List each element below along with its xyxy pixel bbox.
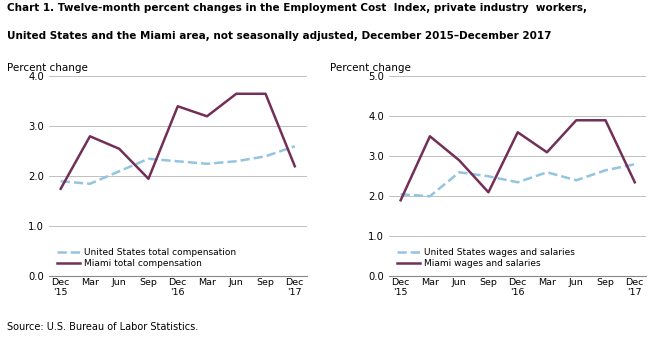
United States total compensation: [116, 169, 123, 173]
Legend: United States wages and salaries, Miami wages and salaries: United States wages and salaries, Miami …: [394, 244, 579, 272]
Miami total compensation: [86, 134, 94, 138]
Text: Percent change: Percent change: [7, 63, 88, 73]
United States total compensation: [291, 144, 298, 148]
Miami wages and salaries: [397, 198, 405, 202]
United States wages and salaries: [455, 170, 463, 174]
Miami total compensation: [144, 177, 152, 181]
Legend: United States total compensation, Miami total compensation: United States total compensation, Miami …: [54, 244, 240, 272]
Line: Miami wages and salaries: Miami wages and salaries: [401, 120, 635, 200]
United States wages and salaries: [397, 192, 405, 196]
Miami total compensation: [232, 92, 240, 96]
Text: Source: U.S. Bureau of Labor Statistics.: Source: U.S. Bureau of Labor Statistics.: [7, 322, 198, 332]
Miami wages and salaries: [485, 190, 492, 194]
United States wages and salaries: [543, 170, 551, 174]
Miami total compensation: [174, 104, 182, 108]
Miami wages and salaries: [455, 158, 463, 162]
United States total compensation: [203, 162, 211, 166]
Line: Miami total compensation: Miami total compensation: [61, 94, 295, 189]
Miami total compensation: [262, 92, 270, 96]
United States total compensation: [232, 159, 240, 163]
Line: United States total compensation: United States total compensation: [61, 146, 295, 184]
Miami wages and salaries: [426, 134, 434, 138]
Miami wages and salaries: [631, 180, 639, 184]
Miami total compensation: [57, 187, 65, 191]
Line: United States wages and salaries: United States wages and salaries: [401, 164, 635, 196]
United States total compensation: [174, 159, 182, 163]
Text: Percent change: Percent change: [330, 63, 411, 73]
United States total compensation: [86, 182, 94, 186]
Miami total compensation: [291, 164, 298, 168]
United States wages and salaries: [601, 168, 609, 172]
Miami wages and salaries: [543, 150, 551, 154]
United States total compensation: [144, 157, 152, 161]
Miami total compensation: [116, 147, 123, 151]
United States wages and salaries: [426, 194, 434, 198]
Miami wages and salaries: [601, 118, 609, 122]
United States wages and salaries: [572, 178, 580, 182]
Miami wages and salaries: [514, 130, 522, 134]
Miami total compensation: [203, 114, 211, 118]
United States total compensation: [262, 154, 270, 158]
United States wages and salaries: [485, 174, 492, 178]
United States wages and salaries: [631, 162, 639, 166]
Miami wages and salaries: [572, 118, 580, 122]
United States total compensation: [57, 179, 65, 183]
Text: Chart 1. Twelve-month percent changes in the Employment Cost  Index, private ind: Chart 1. Twelve-month percent changes in…: [7, 3, 586, 13]
United States wages and salaries: [514, 180, 522, 184]
Text: United States and the Miami area, not seasonally adjusted, December 2015–Decembe: United States and the Miami area, not se…: [7, 31, 551, 40]
